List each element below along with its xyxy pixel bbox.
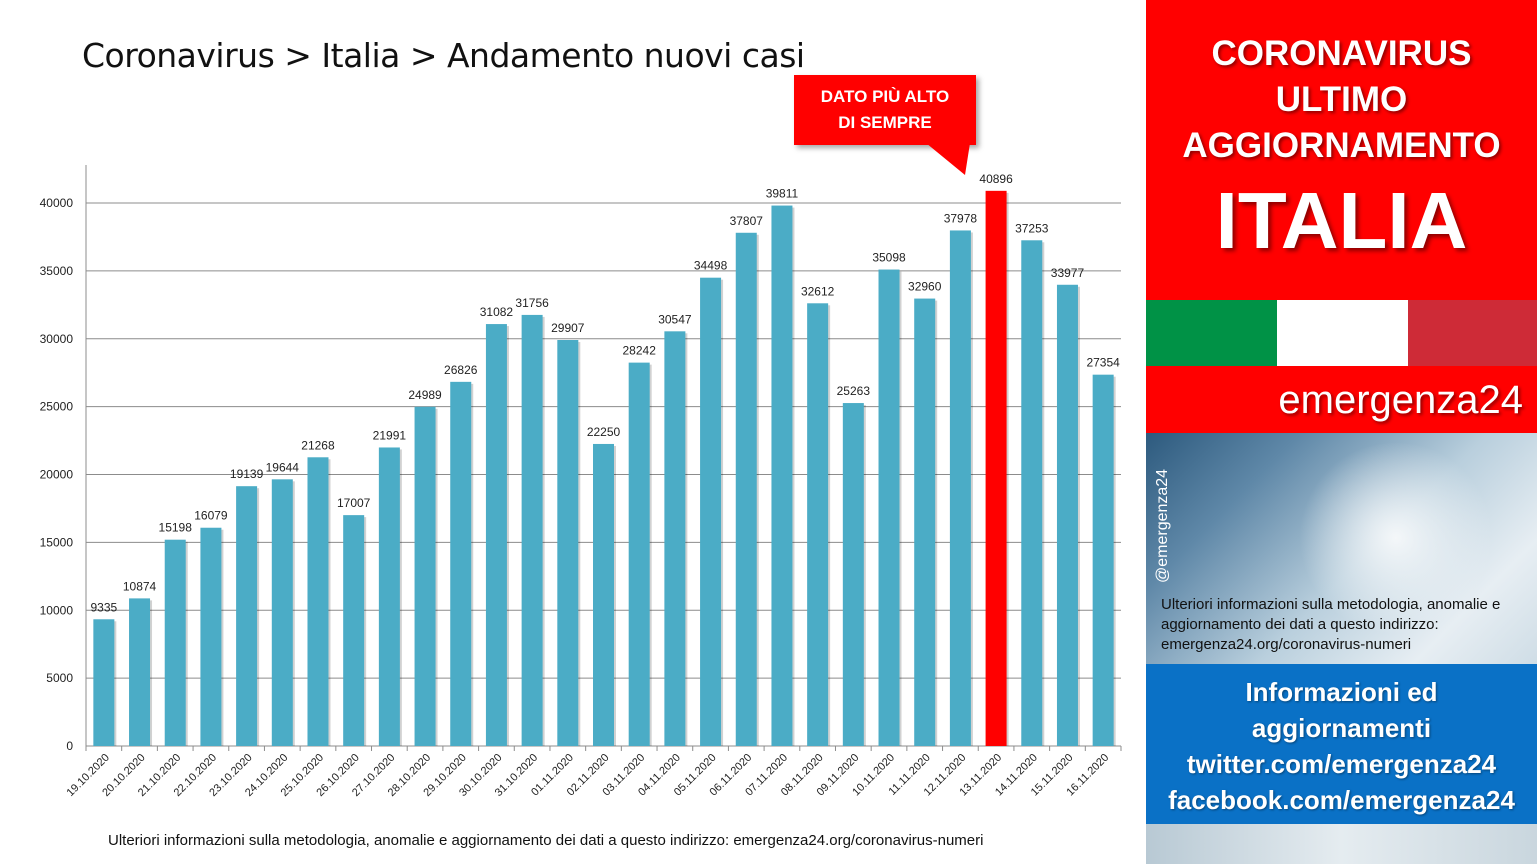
callout-line-2: DI SEMPRE: [838, 113, 932, 132]
facebook-link[interactable]: facebook.com/emergenza24: [1168, 785, 1515, 815]
data-label: 31082: [480, 305, 514, 319]
data-label: 28242: [623, 344, 657, 358]
bar: [664, 331, 686, 746]
bar: [842, 403, 864, 746]
sidebar-header: CORONAVIRUS ULTIMO AGGIORNAMENTO ITALIA: [1146, 0, 1537, 300]
bar: [236, 486, 258, 746]
callout-line-1: DATO PIÙ ALTO: [820, 87, 950, 106]
data-label: 15198: [159, 521, 193, 535]
social-handle: @emergenza24: [1154, 468, 1171, 583]
sidebar-note: Ulteriori informazioni sulla metodologia…: [1161, 596, 1501, 653]
data-label: 22250: [587, 425, 621, 439]
bar: [164, 539, 186, 746]
info-box: Informazioni ed aggiornamenti twitter.co…: [1146, 664, 1537, 824]
y-tick-label: 15000: [40, 535, 74, 549]
bar: [129, 598, 151, 746]
bar: [1092, 374, 1114, 746]
bar: [414, 406, 436, 746]
data-label: 27354: [1086, 356, 1120, 370]
y-tick-label: 10000: [40, 603, 74, 617]
photo-highlight: [1296, 443, 1496, 633]
bar: [593, 443, 614, 746]
data-label: 19644: [266, 460, 300, 474]
twitter-link[interactable]: twitter.com/emergenza24: [1186, 749, 1497, 779]
data-label: 32960: [908, 280, 942, 294]
data-label: 39811: [766, 187, 799, 201]
bar: [807, 303, 829, 746]
bar: [700, 277, 722, 746]
data-label: 17007: [337, 496, 371, 510]
sidebar-line-1: CORONAVIRUS: [1211, 34, 1472, 73]
bar: [1056, 284, 1078, 746]
data-label: 19139: [230, 467, 264, 481]
flag-red-stripe: [1408, 300, 1537, 366]
y-tick-label: 0: [66, 739, 73, 753]
data-label: 37253: [1015, 221, 1049, 235]
data-label: 40896: [979, 172, 1013, 186]
data-label: 33977: [1051, 266, 1085, 280]
bar: [93, 619, 115, 746]
data-label: 16079: [194, 509, 228, 523]
bar: [557, 340, 579, 746]
bar: [878, 269, 900, 746]
bottom-photo-strip: [1146, 824, 1537, 864]
brand-bar: emergenza24: [1146, 366, 1537, 433]
data-label: 37807: [730, 214, 764, 228]
y-tick-label: 5000: [46, 671, 73, 685]
bar: [485, 324, 507, 746]
data-label: 26826: [444, 363, 478, 377]
data-label: 32612: [801, 284, 835, 298]
sidebar: CORONAVIRUS ULTIMO AGGIORNAMENTO ITALIA …: [1146, 0, 1537, 864]
chart-title: Coronavirus > Italia > Andamento nuovi c…: [82, 36, 805, 75]
data-label: 29907: [551, 321, 585, 335]
data-label: 25263: [837, 384, 871, 398]
data-label: 37978: [944, 211, 978, 225]
data-label: 34498: [694, 259, 728, 273]
data-label: 31756: [515, 296, 549, 310]
data-label: 30547: [658, 312, 692, 326]
bar: [771, 205, 793, 746]
info-line-1: Informazioni ed: [1245, 677, 1438, 707]
sidebar-line-2: ULTIMO: [1275, 80, 1408, 119]
background-photo: @emergenza24 Ulteriori informazioni sull…: [1146, 433, 1537, 664]
y-tick-label: 40000: [40, 196, 74, 210]
y-tick-label: 30000: [40, 332, 74, 346]
data-label: 21268: [301, 438, 335, 452]
italian-flag: [1146, 300, 1537, 366]
bar: [1021, 240, 1043, 746]
chart-panel: Coronavirus > Italia > Andamento nuovi c…: [39, 36, 1122, 849]
record-callout: DATO PIÙ ALTO DI SEMPRE: [794, 75, 976, 145]
footnote: Ulteriori informazioni sulla metodologia…: [108, 832, 984, 849]
highlight-bar: [985, 190, 1007, 747]
data-label: 21991: [373, 428, 407, 442]
data-label: 35098: [872, 251, 906, 265]
bar: [271, 479, 293, 746]
y-tick-label: 20000: [40, 468, 74, 482]
y-tick-label: 35000: [40, 264, 74, 278]
data-label: 10874: [123, 579, 157, 593]
flag-green-stripe: [1146, 300, 1277, 366]
flag-white-stripe: [1277, 300, 1408, 366]
bar: [343, 515, 365, 746]
bar: [914, 298, 936, 746]
y-tick-label: 25000: [40, 400, 74, 414]
data-label: 24989: [408, 388, 442, 402]
bar: [628, 362, 650, 746]
bar: [949, 230, 971, 746]
bar: [450, 381, 472, 746]
bar: [735, 232, 757, 747]
sidebar-line-3: AGGIORNAMENTO: [1182, 126, 1501, 165]
sidebar-country: ITALIA: [1215, 176, 1468, 265]
bar: [378, 447, 400, 746]
info-line-2: aggiornamenti: [1251, 713, 1432, 743]
bar: [521, 314, 543, 746]
bar: [200, 527, 222, 746]
bar-chart: 0 5000 10000 15000 20000 25000 30000 35000 40000…: [40, 165, 1122, 799]
data-label: 9335: [90, 600, 117, 614]
bar: [307, 457, 329, 746]
brand-name: emergenza24: [1278, 378, 1523, 422]
